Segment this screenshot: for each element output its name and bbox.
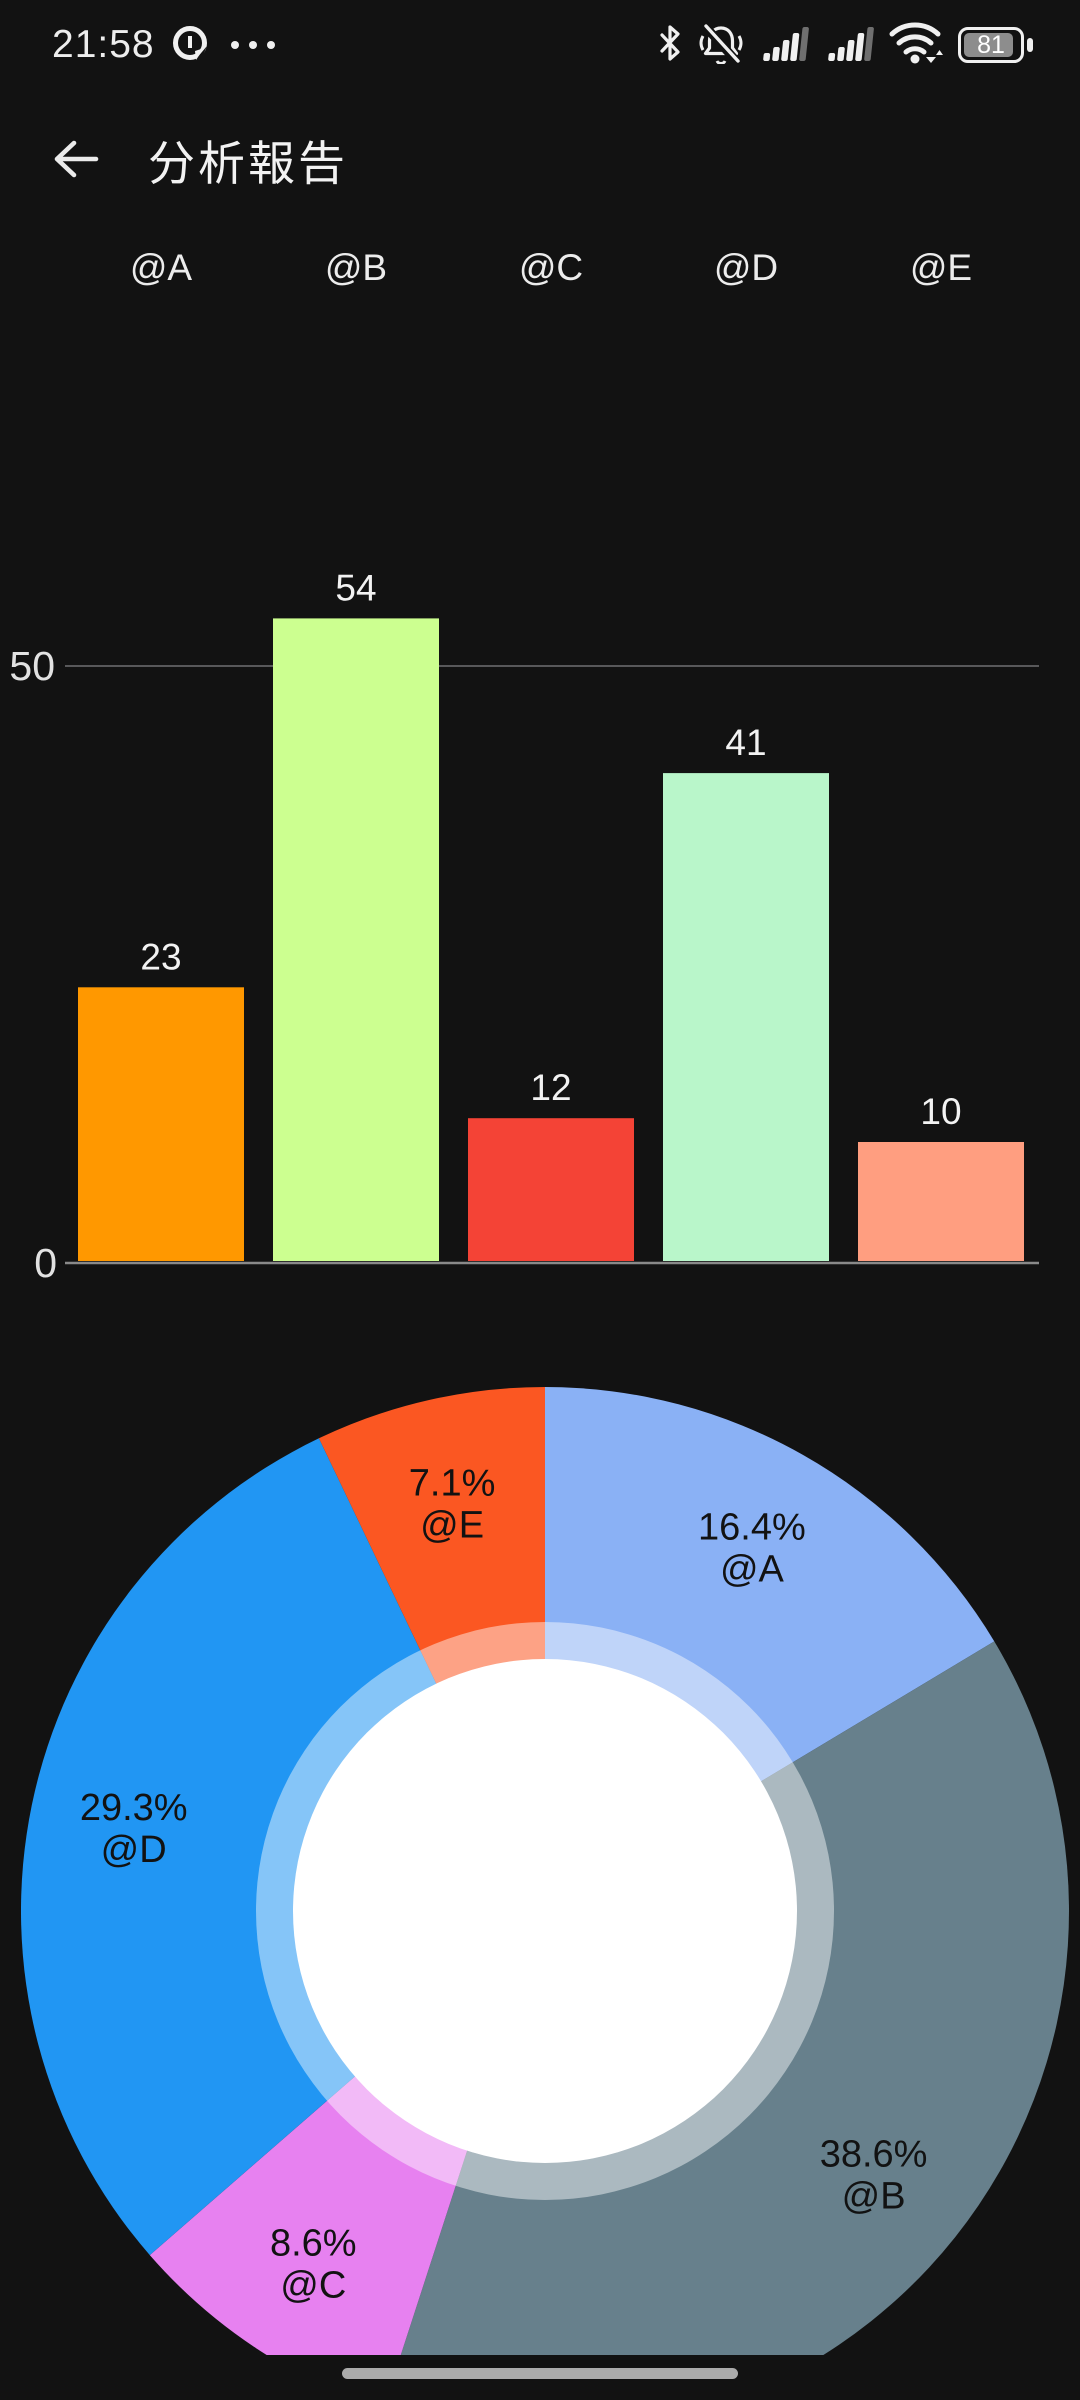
battery-nub [1027, 38, 1033, 52]
app-notification-icon [171, 24, 209, 67]
pie-percent-label: 7.1% [409, 1462, 496, 1504]
notifications-off-icon [698, 21, 744, 69]
bar-value-label: 23 [140, 936, 181, 977]
pie-percent-label: 29.3% [80, 1787, 188, 1829]
bar-value-label: 54 [335, 567, 376, 608]
bar-category-label: @C [519, 247, 583, 288]
clock: 21:58 [52, 23, 155, 66]
page-title: 分析報告 [148, 136, 348, 190]
donut-hole [293, 1659, 797, 2163]
pie-entry-label: @D [101, 1829, 167, 1871]
signal-sim1-icon [759, 23, 809, 68]
bar-category-label: @B [325, 247, 387, 288]
bluetooth-icon [657, 23, 683, 68]
bar-category-label: @E [910, 247, 972, 288]
bar-category-label: @A [130, 247, 193, 288]
home-indicator[interactable] [342, 2368, 738, 2379]
pie-entry-label: @A [720, 1549, 785, 1591]
bar[interactable] [78, 987, 244, 1261]
bar-chart: 50 @A @B @C @D @E 23 54 12 41 10 0 [9, 247, 1039, 1286]
status-bar: 21:58 [0, 0, 1080, 84]
bar[interactable] [273, 618, 439, 1261]
bar-value-label: 12 [530, 1067, 571, 1108]
bar-value-label: 10 [920, 1091, 961, 1132]
pie-entry-label: @E [420, 1504, 484, 1546]
wifi-icon [889, 21, 943, 70]
pie-percent-label: 8.6% [270, 2222, 357, 2264]
signal-sim2-icon [824, 23, 874, 68]
back-button[interactable] [48, 131, 104, 187]
pie-percent-label: 16.4% [698, 1507, 806, 1549]
bar[interactable] [858, 1142, 1024, 1261]
more-dots-icon [230, 41, 275, 49]
pie-chart: 16.4%@A 38.6%@B 8.6%@C 29.3%@D 7.1%@E [20, 1387, 1069, 2355]
pie-slice[interactable] [20, 1438, 545, 2256]
pie-percent-label: 38.6% [820, 2134, 928, 2176]
bar[interactable] [663, 773, 829, 1261]
bar-category-label: @D [714, 247, 778, 288]
bar-value-label: 41 [725, 722, 766, 763]
y-axis-tick: 50 [9, 643, 55, 689]
back-arrow-icon [54, 140, 99, 178]
battery-icon: 81 [958, 27, 1033, 63]
pie-entry-label: @B [842, 2176, 906, 2218]
bar[interactable] [468, 1118, 634, 1261]
battery-percent: 81 [977, 30, 1005, 59]
battery-fill [964, 33, 1013, 57]
y-axis-tick: 0 [34, 1240, 57, 1286]
app-bar: 分析報告 [0, 116, 1080, 202]
pie-entry-label: @C [280, 2264, 346, 2306]
